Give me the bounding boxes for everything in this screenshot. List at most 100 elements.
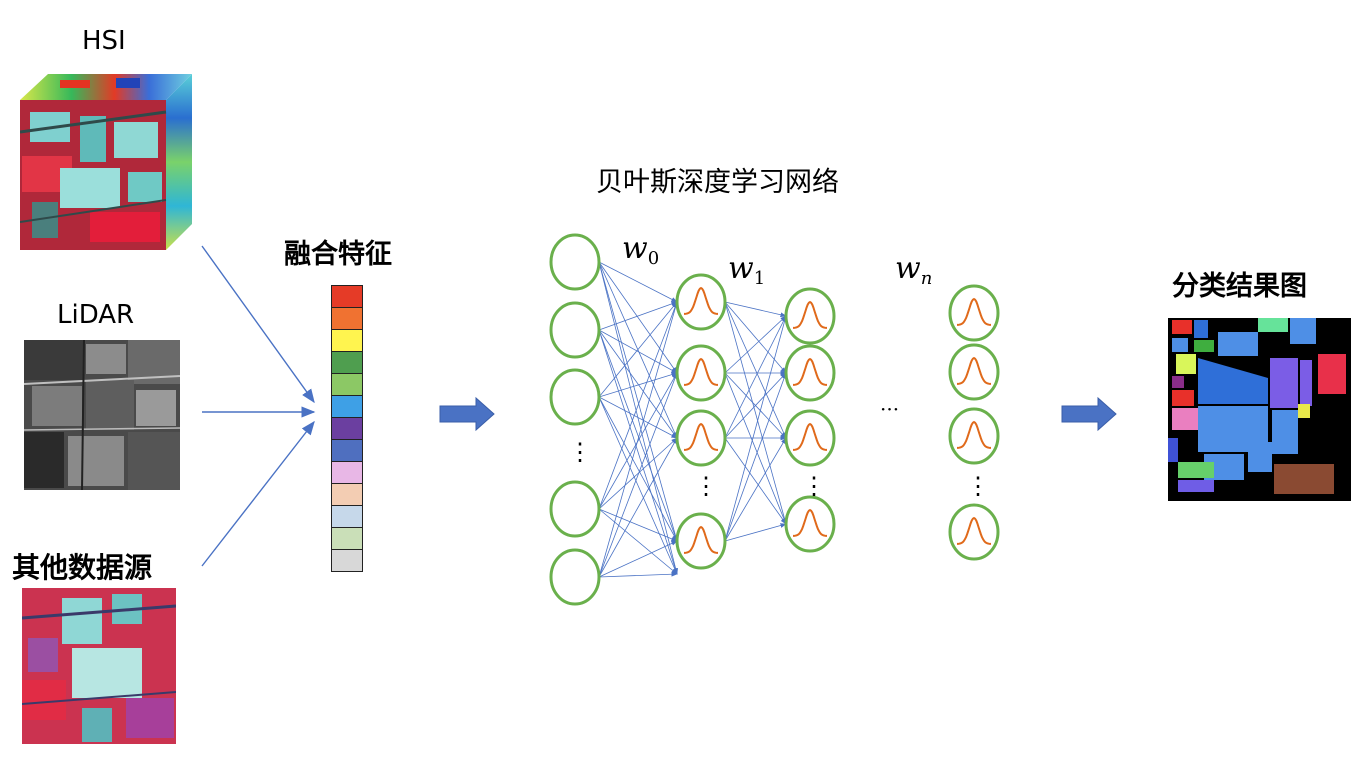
other-source-image (22, 588, 176, 744)
feature-cell (331, 461, 363, 483)
fused-feature-vector (331, 285, 363, 572)
lidar-image (24, 340, 180, 490)
connection-line (724, 372, 787, 542)
connection-line (598, 301, 678, 398)
other-to-fused-arrow (201, 420, 315, 567)
connection-line (598, 329, 678, 575)
feature-cell (331, 285, 363, 307)
weight-label-n: wn (895, 251, 932, 289)
bayesian-node (784, 495, 836, 553)
connection-line (598, 508, 678, 575)
weight-label-1: w1 (728, 251, 765, 289)
connection-line (598, 372, 678, 398)
connection-line (598, 540, 678, 578)
connection-line (598, 396, 678, 439)
bayesian-node (675, 273, 727, 331)
connection-line (724, 437, 787, 542)
bayesian-node (675, 344, 727, 402)
bayesian-node (675, 409, 727, 467)
connection-line (598, 301, 678, 331)
bayesian-node (784, 409, 836, 467)
connection-line (724, 315, 787, 439)
connection-line (598, 571, 678, 578)
layer2-ellipsis: ⋮ (802, 472, 826, 500)
feature-cell (331, 417, 363, 439)
fused-to-network-arrow (439, 396, 495, 432)
connection-line (598, 372, 678, 578)
connection-line (724, 315, 787, 542)
hsi-cube-image (20, 74, 192, 250)
classification-map-image (1168, 318, 1351, 501)
gaussian-curve-icon (684, 357, 718, 386)
connection-line (724, 301, 787, 439)
connection-line (598, 301, 678, 510)
bayesian-node (784, 287, 836, 345)
connection-line (598, 329, 678, 542)
fused-features-title: 融合特征 (284, 239, 392, 270)
connection-line (598, 396, 678, 542)
connection-line (724, 301, 787, 525)
connection-line (724, 523, 787, 542)
bayesian-node (948, 284, 1000, 342)
input-node (549, 548, 601, 606)
bayesian-node (948, 343, 1000, 401)
connection-line (598, 329, 678, 439)
layer1-ellipsis: ⋮ (694, 472, 718, 500)
connection-line (598, 396, 678, 575)
result-title: 分类结果图 (1172, 271, 1307, 302)
gaussian-curve-icon (957, 420, 991, 449)
gaussian-curve-icon (957, 356, 991, 385)
connection-line (724, 437, 787, 525)
gaussian-curve-icon (684, 286, 718, 315)
connection-line (598, 437, 678, 578)
connection-line (598, 261, 678, 374)
network-title: 贝叶斯深度学习网络 (596, 167, 839, 198)
connection-line (598, 301, 678, 578)
feature-cell (331, 373, 363, 395)
bayesian-node (948, 407, 1000, 465)
input-node (549, 233, 601, 291)
network-to-result-arrow (1061, 396, 1117, 432)
hsi-label: HSI (82, 26, 126, 56)
feature-cell (331, 395, 363, 417)
connection-line (724, 301, 787, 374)
hsi-to-fused-arrow (201, 245, 315, 404)
feature-cell (331, 527, 363, 549)
feature-cell (331, 351, 363, 373)
connection-line (598, 329, 678, 374)
layer3-ellipsis: ⋮ (966, 472, 990, 500)
gaussian-curve-icon (793, 300, 827, 329)
feature-cell (331, 439, 363, 461)
connection-line (598, 372, 678, 510)
gaussian-curve-icon (793, 357, 827, 386)
connection-line (724, 372, 787, 525)
gaussian-curve-icon (684, 525, 718, 554)
weight-label-0: w0 (622, 231, 659, 269)
bayesian-node (675, 512, 727, 570)
layer0-ellipsis: ⋮ (568, 438, 592, 466)
bayesian-node (784, 344, 836, 402)
bayesian-node (948, 503, 1000, 561)
other-sources-label: 其他数据源 (12, 551, 153, 584)
feature-cell (331, 549, 363, 572)
feature-cell (331, 329, 363, 351)
feature-cell (331, 483, 363, 505)
layer-ellipsis-horizontal: ··· (880, 397, 899, 421)
connection-line (724, 301, 787, 318)
input-node (549, 480, 601, 538)
gaussian-curve-icon (957, 297, 991, 326)
connection-line (598, 261, 678, 542)
gaussian-curve-icon (684, 422, 718, 451)
input-node (549, 301, 601, 359)
gaussian-curve-icon (793, 508, 827, 537)
gaussian-curve-icon (793, 422, 827, 451)
feature-cell (331, 505, 363, 527)
connection-line (724, 315, 787, 374)
connection-line (598, 261, 678, 303)
connection-line (598, 261, 678, 575)
feature-cell (331, 307, 363, 329)
connection-line (598, 437, 678, 510)
input-node (549, 368, 601, 426)
lidar-label: LiDAR (57, 300, 135, 330)
